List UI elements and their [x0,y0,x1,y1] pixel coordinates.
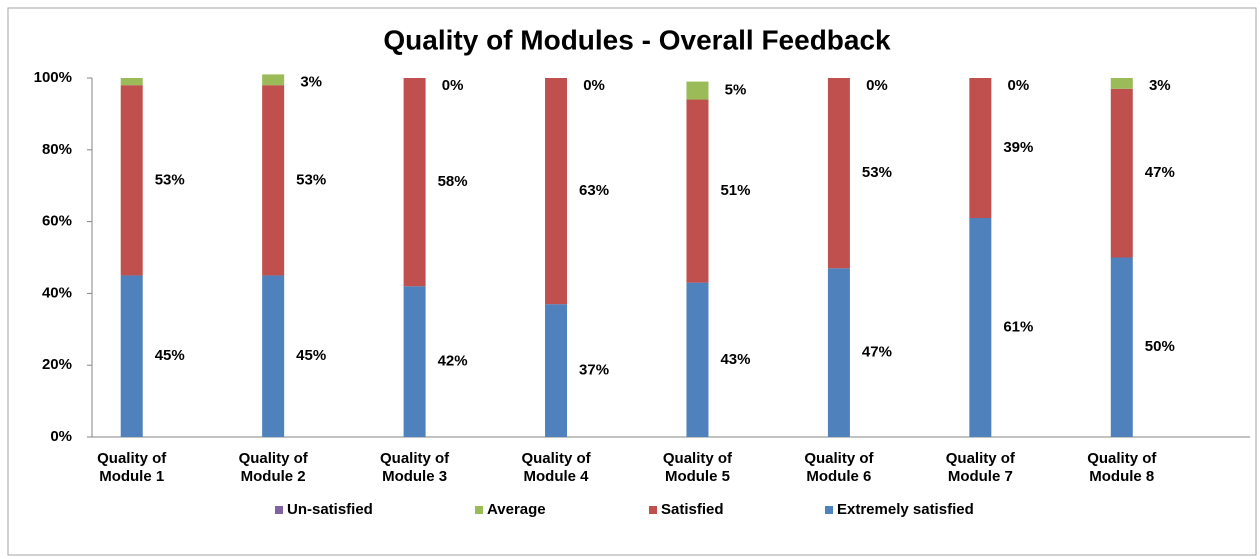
x-tick-label: Quality of Module 4 [521,450,591,485]
y-tick-label: 60% [42,213,72,230]
x-tick-label: Quality of Module 2 [238,450,308,485]
legend-swatch [825,506,833,514]
legend-label: Un-satisfied [287,501,373,518]
chart-title: Quality of Modules - Overall Feedback [383,24,891,55]
data-label: 63% [579,182,609,199]
data-label: 0% [442,77,464,94]
bar-segment [969,78,992,219]
data-label: 0% [1008,77,1030,94]
data-label: 53% [155,171,185,188]
x-tick-label: Quality of Module 5 [662,450,733,485]
bar-segment [969,218,992,437]
legend-swatch [649,506,657,514]
bar-segment [403,78,426,287]
bar-segment [827,78,850,269]
bar-segment [1110,257,1133,437]
y-tick-label: 0% [50,428,72,445]
data-label: 51% [720,182,750,199]
data-label: 42% [438,353,468,370]
bar-segment [262,275,285,437]
y-tick-label: 100% [34,69,72,86]
bar-segment [686,81,709,100]
data-label: 61% [1003,318,1033,335]
x-tick-label: Quality of Module 6 [804,450,874,485]
x-tick-label: Quality of Module 8 [1087,450,1157,485]
bar-segment [262,74,285,86]
data-label: 50% [1145,338,1175,355]
data-label: 53% [862,164,892,181]
legend-label: Average [487,501,546,518]
data-label: 45% [155,347,185,364]
legend-label: Satisfied [661,501,724,518]
x-tick-label: Quality of Module 7 [945,450,1015,485]
legend-label: Extremely satisfied [837,501,974,518]
bar-segment [120,85,143,276]
bar-segment [686,282,709,437]
bar-segment [1110,88,1133,258]
data-label: 47% [1145,164,1175,181]
data-label: 0% [866,77,888,94]
bar-segment [686,99,709,283]
chart-frame [7,7,1257,556]
data-label: 5% [725,82,747,99]
y-tick-label: 40% [42,284,72,301]
x-tick-label: Quality of Module 1 [97,450,167,485]
data-label: 37% [579,362,609,379]
bar-segment [827,268,850,437]
bar-segment [262,85,285,276]
bar-segment [1110,78,1133,89]
data-label: 39% [1003,139,1033,156]
data-label: 53% [296,171,326,188]
bar-segment [545,78,568,305]
data-label: 0% [583,77,605,94]
y-tick-label: 80% [42,141,72,158]
data-label: 47% [862,344,892,361]
data-label: 3% [300,73,322,90]
bar-segment [120,275,143,437]
bar-segment [120,78,143,86]
data-label: 3% [1149,77,1171,94]
legend-swatch [475,506,483,514]
data-label: 45% [296,347,326,364]
bar-segment [545,304,568,437]
y-tick-label: 20% [42,356,72,373]
x-tick-label: Quality of Module 3 [380,450,450,485]
data-label: 43% [720,351,750,368]
bar-segment [403,286,426,437]
data-label: 58% [438,173,468,190]
legend-swatch [275,506,283,514]
